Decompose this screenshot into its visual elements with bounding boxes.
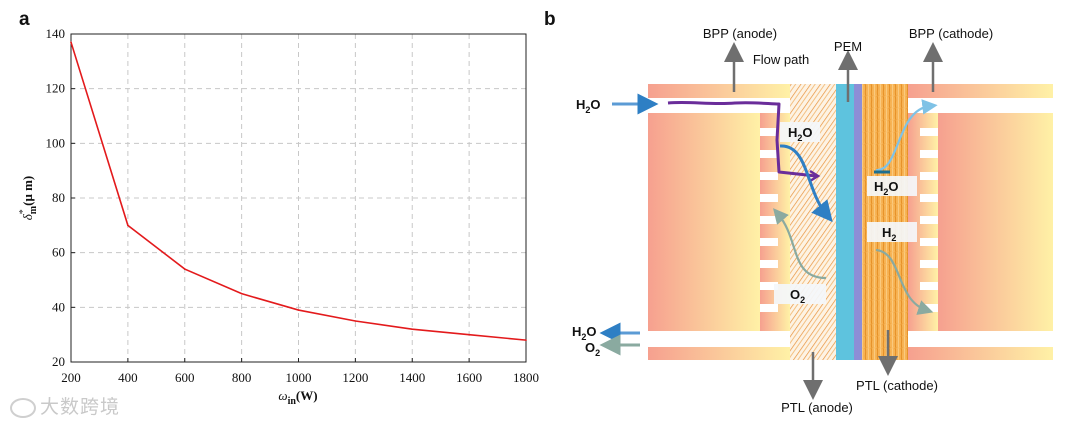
data-point: [297, 309, 300, 311]
chart-points: [70, 41, 527, 341]
label-o2-outlet: O2: [585, 340, 600, 358]
label-h2-cathode: H2: [882, 225, 896, 243]
pem-membrane: [836, 84, 862, 360]
x-tick-label: 1400: [399, 370, 425, 385]
label-bpp-anode: BPP (anode): [703, 26, 777, 41]
data-point: [525, 339, 527, 341]
y-tick-label: 100: [46, 135, 66, 150]
data-point: [240, 292, 243, 295]
bpp-anode: [648, 84, 790, 360]
chart-ticks: 200 400 600 800 1000 1200 1400 1600 1800 20 40 60 80…: [46, 26, 540, 385]
label-ptl-anode: PTL (anode): [781, 400, 853, 415]
y-tick-label: 80: [52, 190, 65, 205]
x-tick-label: 1600: [456, 370, 482, 385]
label-flow-path: Flow path: [753, 52, 809, 67]
label-h2o-cathode: H2O: [874, 179, 899, 197]
watermark: 大数跨境: [10, 392, 120, 419]
bpp-cathode: [908, 84, 1053, 360]
label-h2o-anode: H2O: [788, 125, 813, 143]
label-pem: PEM: [834, 39, 862, 54]
o2-gas-path: [773, 208, 827, 280]
cathode-water-path: [875, 99, 938, 172]
panel-b-letter: b: [544, 9, 556, 30]
x-tick-label: 1000: [286, 370, 312, 385]
delta-vs-omega-chart: 200 400 600 800 1000 1200 1400 1600 1800 20 40 60 80…: [18, 26, 540, 407]
y-axis-label: δ*m(μ m): [18, 176, 39, 221]
label-ptl-cathode: PTL (cathode): [856, 378, 938, 393]
data-point: [127, 224, 129, 227]
data-point: [354, 320, 357, 322]
anode-water-path: [779, 144, 833, 223]
y-tick-label: 40: [52, 299, 65, 314]
label-bpp-cathode: BPP (cathode): [909, 26, 993, 41]
x-tick-label: 800: [232, 370, 252, 385]
data-point: [468, 333, 470, 336]
chart-grid: [71, 34, 526, 362]
y-tick-label: 120: [46, 81, 66, 96]
y-tick-label: 20: [52, 354, 65, 369]
panel-a-letter: a: [19, 9, 30, 30]
watermark-logo-icon: [10, 397, 36, 418]
x-tick-label: 200: [61, 370, 81, 385]
data-point: [411, 328, 414, 331]
x-tick-label: 1200: [342, 370, 368, 385]
x-tick-label: 1800: [513, 370, 539, 385]
flow-path-line: [667, 100, 817, 178]
data-point: [183, 268, 186, 270]
data-point: [70, 41, 72, 43]
label-h2o-inlet: H2O: [576, 97, 601, 115]
x-axis-label: ωin(W): [278, 388, 317, 407]
label-arrows: [724, 42, 943, 400]
h2-gas-path: [875, 248, 934, 315]
y-tick-label: 140: [46, 26, 66, 41]
electrolyzer-schematic: BPP (anode) PEM BPP (cathode) Flow path …: [572, 26, 1053, 415]
y-tick-label: 60: [52, 245, 65, 260]
label-h2o-outlet: H2O: [572, 324, 597, 342]
x-tick-label: 600: [175, 370, 195, 385]
label-o2-anode: O2: [790, 287, 805, 305]
x-tick-label: 400: [118, 370, 138, 385]
